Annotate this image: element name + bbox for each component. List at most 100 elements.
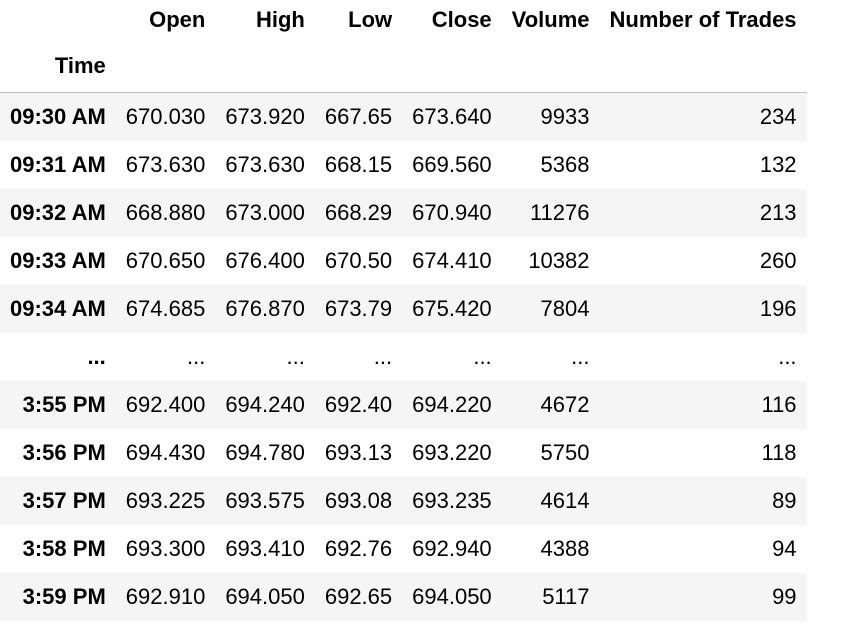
cell-close: 673.640 <box>412 104 492 129</box>
table-row: 09:31 AM 673.630 673.630 668.15 669.560 5368 1… <box>0 141 807 189</box>
cell-volume: 7804 <box>540 296 590 321</box>
cell-high: 673.000 <box>225 200 305 225</box>
cell-number-of-trades: ... <box>778 344 797 369</box>
table-header: Open High Low Close Volume Number of Tra… <box>0 0 807 93</box>
cell-high: 676.870 <box>225 296 305 321</box>
table-row: 09:32 AM 668.880 673.000 668.29 670.940 11276… <box>0 189 807 237</box>
empty-header-cell <box>115 40 216 93</box>
cell-open: 668.880 <box>125 200 206 225</box>
cell-number-of-trades: 260 <box>759 248 797 273</box>
column-header-row: Open High Low Close Volume Number of Tra… <box>0 0 807 40</box>
empty-header-cell <box>599 40 807 93</box>
cell-volume: 5750 <box>540 440 590 465</box>
cell-low: 670.50 <box>324 248 393 273</box>
row-index-time: 09:31 AM <box>10 152 106 177</box>
row-index-time: 3:56 PM <box>22 440 106 465</box>
cell-open: 674.685 <box>125 296 206 321</box>
cell-close: 675.420 <box>412 296 492 321</box>
cell-number-of-trades: 116 <box>761 392 797 417</box>
index-name-row: Time <box>0 40 807 93</box>
table-row: 3:55 PM 692.400 694.240 692.40 694.220 4672 11… <box>0 381 807 429</box>
cell-open: 670.030 <box>125 104 206 129</box>
cell-open: 692.910 <box>125 584 206 609</box>
cell-volume: 4672 <box>540 392 590 417</box>
cell-number-of-trades: 89 <box>772 488 797 513</box>
cell-number-of-trades: 213 <box>759 200 797 225</box>
cell-open: 673.630 <box>125 152 206 177</box>
cell-high: 694.780 <box>225 440 305 465</box>
cell-high: 693.410 <box>225 536 305 561</box>
column-header-volume: Volume <box>511 7 590 32</box>
row-index-time: 09:30 AM <box>10 104 106 129</box>
corner-cell <box>0 0 116 40</box>
cell-high: 673.630 <box>225 152 305 177</box>
cell-low: 693.08 <box>324 488 393 513</box>
cell-number-of-trades: 94 <box>772 536 797 561</box>
cell-volume: 4614 <box>540 488 590 513</box>
empty-header-cell <box>402 40 502 93</box>
cell-open: ... <box>186 344 206 369</box>
cell-low: ... <box>373 344 393 369</box>
cell-close: 693.235 <box>412 488 492 513</box>
row-index-time: 09:32 AM <box>10 200 106 225</box>
table-row: 3:57 PM 693.225 693.575 693.08 693.235 4614 89 <box>0 477 807 525</box>
table-row: 09:30 AM 670.030 673.920 667.65 673.640 9933 2… <box>0 92 807 141</box>
cell-low: 692.40 <box>324 392 393 417</box>
cell-close: 692.940 <box>412 536 492 561</box>
cell-open: 670.650 <box>125 248 206 273</box>
cell-low: 673.79 <box>324 296 393 321</box>
cell-open: 693.225 <box>125 488 206 513</box>
cell-open: 692.400 <box>125 392 206 417</box>
cell-high: ... <box>286 344 305 369</box>
row-index-time: ... <box>87 344 106 369</box>
cell-high: 694.050 <box>225 584 305 609</box>
cell-low: 693.13 <box>324 440 393 465</box>
cell-close: 670.940 <box>412 200 492 225</box>
column-header-high: High <box>255 7 305 32</box>
cell-number-of-trades: 196 <box>759 296 797 321</box>
empty-header-cell <box>215 40 315 93</box>
dataframe-table: Open High Low Close Volume Number of Tra… <box>0 0 807 621</box>
cell-close: 669.560 <box>412 152 492 177</box>
cell-low: 692.76 <box>324 536 393 561</box>
cell-volume: 10382 <box>528 248 590 273</box>
column-header-low: Low <box>348 7 393 32</box>
cell-high: 676.400 <box>225 248 305 273</box>
table-row: 3:56 PM 694.430 694.780 693.13 693.220 5750 11… <box>0 429 807 477</box>
cell-number-of-trades: 118 <box>761 440 797 465</box>
table-row: ..................... <box>0 333 807 381</box>
row-index-time: 09:33 AM <box>10 248 106 273</box>
cell-high: 693.575 <box>225 488 305 513</box>
row-index-time: 09:34 AM <box>10 296 106 321</box>
cell-volume: 9933 <box>540 104 590 129</box>
cell-high: 694.240 <box>225 392 305 417</box>
cell-low: 667.65 <box>324 104 393 129</box>
cell-volume: ... <box>571 344 590 369</box>
empty-header-cell <box>314 40 403 93</box>
table-row: 3:59 PM 692.910 694.050 692.65 694.050 5117 99 <box>0 573 807 621</box>
row-index-time: 3:58 PM <box>22 536 106 561</box>
column-header-number-of-trades: Number of Trades <box>609 7 797 32</box>
table-row: 09:34 AM 674.685 676.870 673.79 675.420 7804 1… <box>0 285 807 333</box>
cell-volume: 5368 <box>540 152 590 177</box>
cell-close: 694.050 <box>412 584 492 609</box>
cell-number-of-trades: 99 <box>772 584 797 609</box>
row-index-time: 3:57 PM <box>22 488 106 513</box>
empty-header-cell <box>501 40 600 93</box>
row-index-time: 3:59 PM <box>22 584 106 609</box>
column-header-open: Open <box>149 7 206 32</box>
cell-number-of-trades: 234 <box>759 104 797 129</box>
cell-close: 693.220 <box>412 440 492 465</box>
index-name-label: Time <box>0 40 116 93</box>
column-header-close: Close <box>431 7 492 32</box>
row-index-time: 3:55 PM <box>22 392 106 417</box>
cell-high: 673.920 <box>225 104 305 129</box>
cell-close: 694.220 <box>412 392 492 417</box>
table-row: 3:58 PM 693.300 693.410 692.76 692.940 4388 94 <box>0 525 807 573</box>
cell-open: 693.300 <box>125 536 206 561</box>
cell-number-of-trades: 132 <box>759 152 797 177</box>
cell-close: 674.410 <box>412 248 492 273</box>
cell-volume: 11276 <box>529 200 590 225</box>
cell-volume: 5117 <box>542 584 590 609</box>
cell-low: 668.29 <box>324 200 393 225</box>
